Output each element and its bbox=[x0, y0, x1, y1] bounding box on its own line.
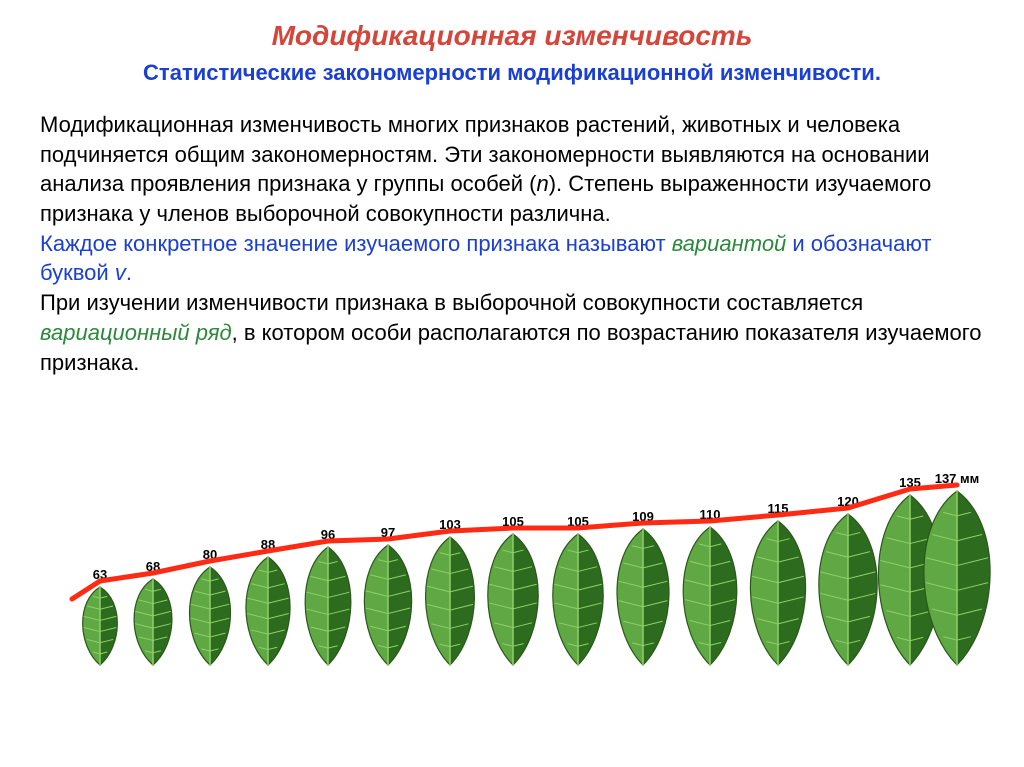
leaf-item bbox=[78, 585, 122, 667]
leaf-icon bbox=[419, 535, 481, 667]
leaf-icon bbox=[610, 527, 676, 667]
paragraph-1: Модификационная изменчивость многих приз… bbox=[40, 110, 984, 229]
page-subtitle: Статистические закономерности модификаци… bbox=[40, 60, 984, 86]
leaf-value-label: 88 bbox=[261, 537, 275, 552]
leaf-icon bbox=[129, 577, 177, 667]
leaf-icon bbox=[78, 585, 122, 667]
leaf-value-label: 68 bbox=[146, 559, 160, 574]
leaf-item bbox=[546, 532, 610, 667]
leaf-icon bbox=[481, 532, 545, 667]
leaf-value-label: 105 bbox=[502, 514, 524, 529]
leaf-icon bbox=[184, 565, 236, 667]
leaf-value-label: 109 bbox=[632, 509, 654, 524]
leaf-item bbox=[676, 525, 744, 667]
leaf-item bbox=[299, 545, 357, 667]
leaf-icon bbox=[546, 532, 610, 667]
leaf-item bbox=[358, 543, 418, 667]
leaf-item bbox=[481, 532, 545, 667]
leaf-value-label: 115 bbox=[768, 501, 789, 516]
leaf-value-label: 97 bbox=[381, 525, 395, 540]
leaf-value-label: 96 bbox=[321, 527, 335, 542]
leaf-value-label: 80 bbox=[203, 547, 217, 562]
leaf-item bbox=[240, 555, 296, 667]
page-title: Модификационная изменчивость bbox=[40, 20, 984, 52]
leaf-value-label: 135 bbox=[899, 475, 921, 490]
leaf-item bbox=[419, 535, 481, 667]
leaf-value-label: 105 bbox=[567, 514, 589, 529]
variation-series-chart: 63 68 80 bbox=[40, 397, 980, 667]
paragraph-3: При изучении изменчивости признака в выб… bbox=[40, 288, 984, 377]
leaf-icon bbox=[299, 545, 357, 667]
leaf-icon bbox=[240, 555, 296, 667]
leaf-icon bbox=[743, 519, 813, 667]
leaf-item bbox=[184, 565, 236, 667]
leaf-icon bbox=[915, 489, 999, 667]
leaf-value-label: 110 bbox=[700, 507, 721, 522]
leaf-item bbox=[610, 527, 676, 667]
leaf-value-label: 120 bbox=[837, 494, 859, 509]
paragraph-2: Каждое конкретное значение изучаемого пр… bbox=[40, 229, 984, 288]
leaf-icon bbox=[358, 543, 418, 667]
leaf-item bbox=[743, 519, 813, 667]
leaf-icon bbox=[676, 525, 744, 667]
leaf-value-label: 103 bbox=[439, 517, 461, 532]
leaf-value-label: 63 bbox=[93, 567, 107, 582]
body-text: Модификационная изменчивость многих приз… bbox=[40, 110, 984, 377]
leaf-item bbox=[915, 489, 999, 667]
leaf-value-label: 137 мм bbox=[935, 471, 980, 486]
leaf-item bbox=[129, 577, 177, 667]
